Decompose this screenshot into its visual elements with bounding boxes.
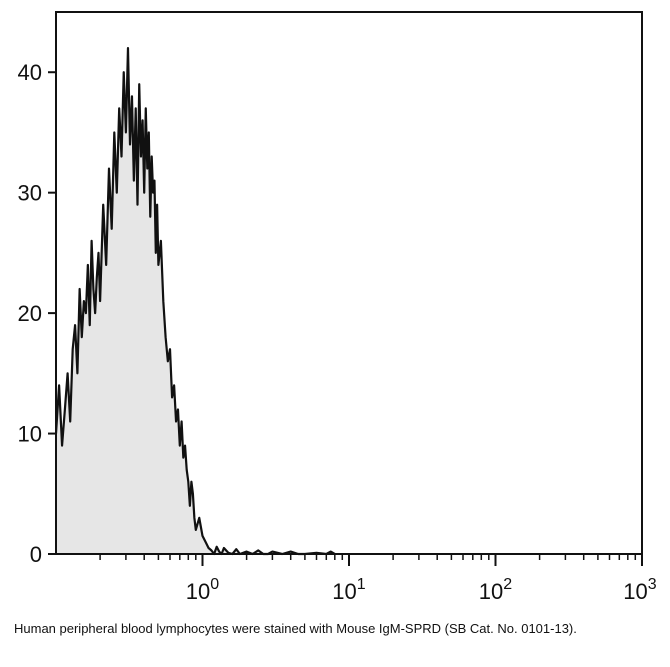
plot-frame <box>55 11 643 555</box>
x-tick-label: 103 <box>623 576 656 604</box>
histogram-fill-area <box>56 48 335 554</box>
y-tick-label: 0 <box>30 542 42 567</box>
x-tick-label: 101 <box>332 576 365 604</box>
x-tick-label: 102 <box>479 576 512 604</box>
x-tick-label: 100 <box>186 576 219 604</box>
y-tick-label: 30 <box>18 181 42 206</box>
y-tick-label: 40 <box>18 60 42 85</box>
figure-caption: Human peripheral blood lymphocytes were … <box>14 621 577 636</box>
plot-layer <box>54 47 336 556</box>
y-tick-label: 10 <box>18 422 42 447</box>
y-tick-label: 20 <box>18 301 42 326</box>
histogram-svg: 0 10 20 30 40 100 101 102 103 <box>18 11 657 604</box>
